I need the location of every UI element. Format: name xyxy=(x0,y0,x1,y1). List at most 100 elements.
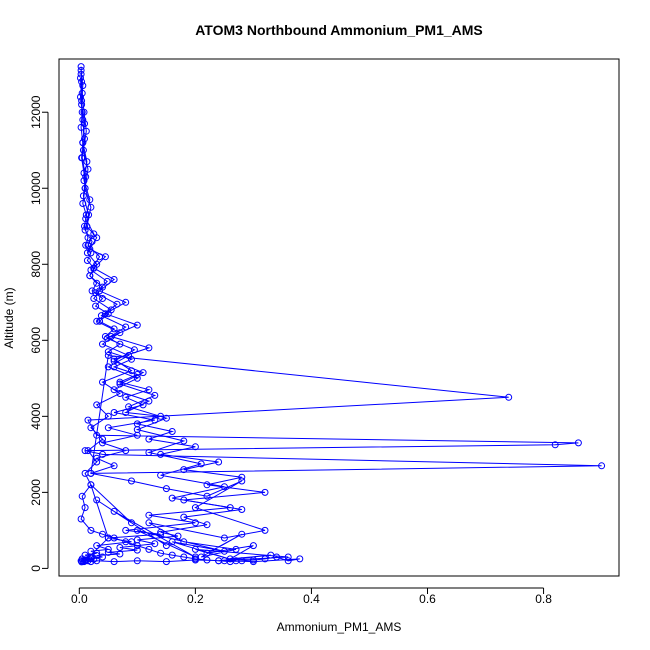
data-point xyxy=(157,549,165,557)
data-point xyxy=(80,558,88,566)
x-axis-label: Ammonium_PM1_AMS xyxy=(277,620,402,634)
data-point xyxy=(99,530,106,538)
data-point xyxy=(180,538,188,546)
data-point xyxy=(104,534,112,542)
data-point xyxy=(191,519,199,527)
data-point xyxy=(78,154,86,162)
data-point xyxy=(145,511,153,519)
series-line xyxy=(80,77,266,562)
data-point xyxy=(93,496,101,504)
data-point xyxy=(88,287,96,295)
data-point xyxy=(110,276,118,283)
data-point xyxy=(79,192,87,200)
data-point xyxy=(168,428,176,435)
data-point xyxy=(104,424,112,432)
data-point xyxy=(284,557,292,565)
data-point xyxy=(249,558,257,566)
data-point xyxy=(87,266,95,274)
data-point xyxy=(145,344,153,352)
data-point xyxy=(77,63,85,71)
data-point xyxy=(104,548,112,556)
data-point xyxy=(133,526,141,534)
data-point xyxy=(296,555,304,563)
data-point xyxy=(133,321,141,329)
data-point xyxy=(92,302,100,310)
data-point xyxy=(93,542,101,550)
data-point xyxy=(220,534,228,542)
data-point xyxy=(133,536,141,544)
data-point xyxy=(162,558,170,566)
data-point xyxy=(574,439,582,447)
data-point xyxy=(116,550,124,558)
data-point xyxy=(80,177,88,185)
y-tick-label: 8000 xyxy=(29,251,43,278)
data-point xyxy=(191,443,199,451)
data-point xyxy=(93,431,101,439)
data-point xyxy=(81,226,89,234)
data-point xyxy=(122,447,130,455)
data-point xyxy=(84,416,92,424)
data-point xyxy=(81,504,89,512)
data-point xyxy=(261,526,269,534)
data-point xyxy=(122,393,130,401)
data-point xyxy=(151,391,159,399)
data-point xyxy=(203,521,211,529)
data-point xyxy=(99,450,106,458)
data-point xyxy=(77,515,85,523)
data-point xyxy=(238,473,246,481)
data-point xyxy=(83,249,91,257)
data-point xyxy=(84,557,92,565)
data-point xyxy=(116,340,124,348)
data-point xyxy=(99,439,106,447)
data-point xyxy=(87,481,95,489)
data-point xyxy=(139,369,147,377)
data-point xyxy=(157,528,165,536)
data-point xyxy=(128,477,135,485)
data-point xyxy=(232,545,240,553)
data-point xyxy=(86,196,94,204)
data-point xyxy=(78,101,86,109)
data-point xyxy=(220,557,228,565)
data-point xyxy=(110,507,118,515)
data-point xyxy=(116,380,124,388)
data-point xyxy=(203,556,211,564)
data-point xyxy=(122,409,130,416)
x-tick-label: 0.6 xyxy=(419,592,436,606)
data-point xyxy=(82,215,90,223)
data-point xyxy=(110,386,118,394)
chart-title: ATOM3 Northbound Ammonium_PM1_AMS xyxy=(195,22,483,38)
data-point xyxy=(133,546,141,554)
y-tick-label: 4000 xyxy=(29,403,43,430)
data-point xyxy=(107,306,115,314)
data-point xyxy=(110,409,118,416)
data-point xyxy=(180,513,188,521)
y-tick-label: 10000 xyxy=(29,171,43,205)
data-point xyxy=(145,386,153,394)
data-point xyxy=(125,403,133,411)
data-point xyxy=(145,435,153,443)
data-point xyxy=(249,542,257,550)
data-point xyxy=(203,481,211,489)
data-point xyxy=(191,545,199,553)
data-point xyxy=(261,555,269,563)
data-point xyxy=(103,277,111,285)
data-point xyxy=(87,424,95,432)
data-point xyxy=(97,312,105,320)
x-tick-label: 0.8 xyxy=(535,592,552,606)
data-point xyxy=(133,557,141,565)
data-point xyxy=(78,492,86,500)
data-point xyxy=(133,426,141,434)
data-point xyxy=(83,257,91,264)
y-axis: 0 2000 4000 6000 8000 10000 12000 xyxy=(29,95,49,572)
data-point xyxy=(79,116,87,124)
data-point xyxy=(505,393,513,401)
data-point xyxy=(99,283,106,291)
data-point xyxy=(162,485,170,493)
data-point xyxy=(90,230,98,238)
data-point xyxy=(77,74,84,82)
data-point xyxy=(145,519,153,527)
data-point xyxy=(84,447,92,455)
data-point xyxy=(104,352,112,359)
data-point xyxy=(122,298,130,306)
